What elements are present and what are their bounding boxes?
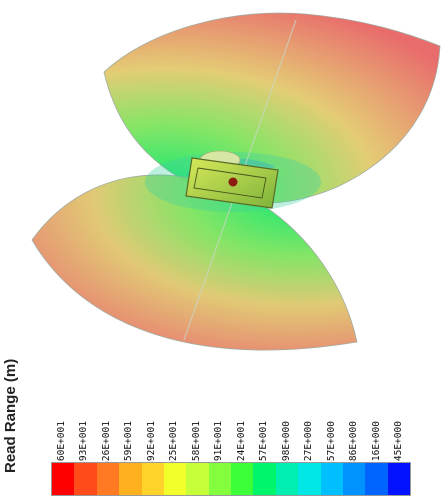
- legend-color-swatch: [320, 463, 343, 495]
- legend-color-swatch: [74, 463, 97, 495]
- tag-antenna-trace: [193, 167, 267, 199]
- radiation-pattern-viewport[interactable]: [0, 0, 445, 370]
- legend-color-swatch: [119, 463, 142, 495]
- legend-color-swatch: [365, 463, 388, 495]
- upper-radiation-lobe: [103, 12, 441, 204]
- legend-color-swatch: [298, 463, 321, 495]
- legend-color-bar: [51, 462, 411, 496]
- legend-color-swatch: [96, 463, 120, 495]
- legend-color-swatch: [208, 463, 231, 495]
- tag-chip: [228, 177, 238, 187]
- legend-color-swatch: [231, 463, 254, 495]
- legend-color-swatch: [52, 463, 75, 495]
- legend-tick-labels: 1.8360E+001 1.7493E+001 1.6626E+001 1.57…: [56, 421, 404, 484]
- legend-color-swatch: [387, 463, 410, 495]
- legend-color-swatch: [275, 463, 299, 495]
- legend-color-swatch: [163, 463, 187, 495]
- legend-color-swatch: [342, 463, 366, 495]
- legend-color-swatch: [141, 463, 164, 495]
- legend-color-swatch: [253, 463, 276, 495]
- legend-color-swatch: [186, 463, 209, 495]
- lower-radiation-lobe: [31, 174, 358, 351]
